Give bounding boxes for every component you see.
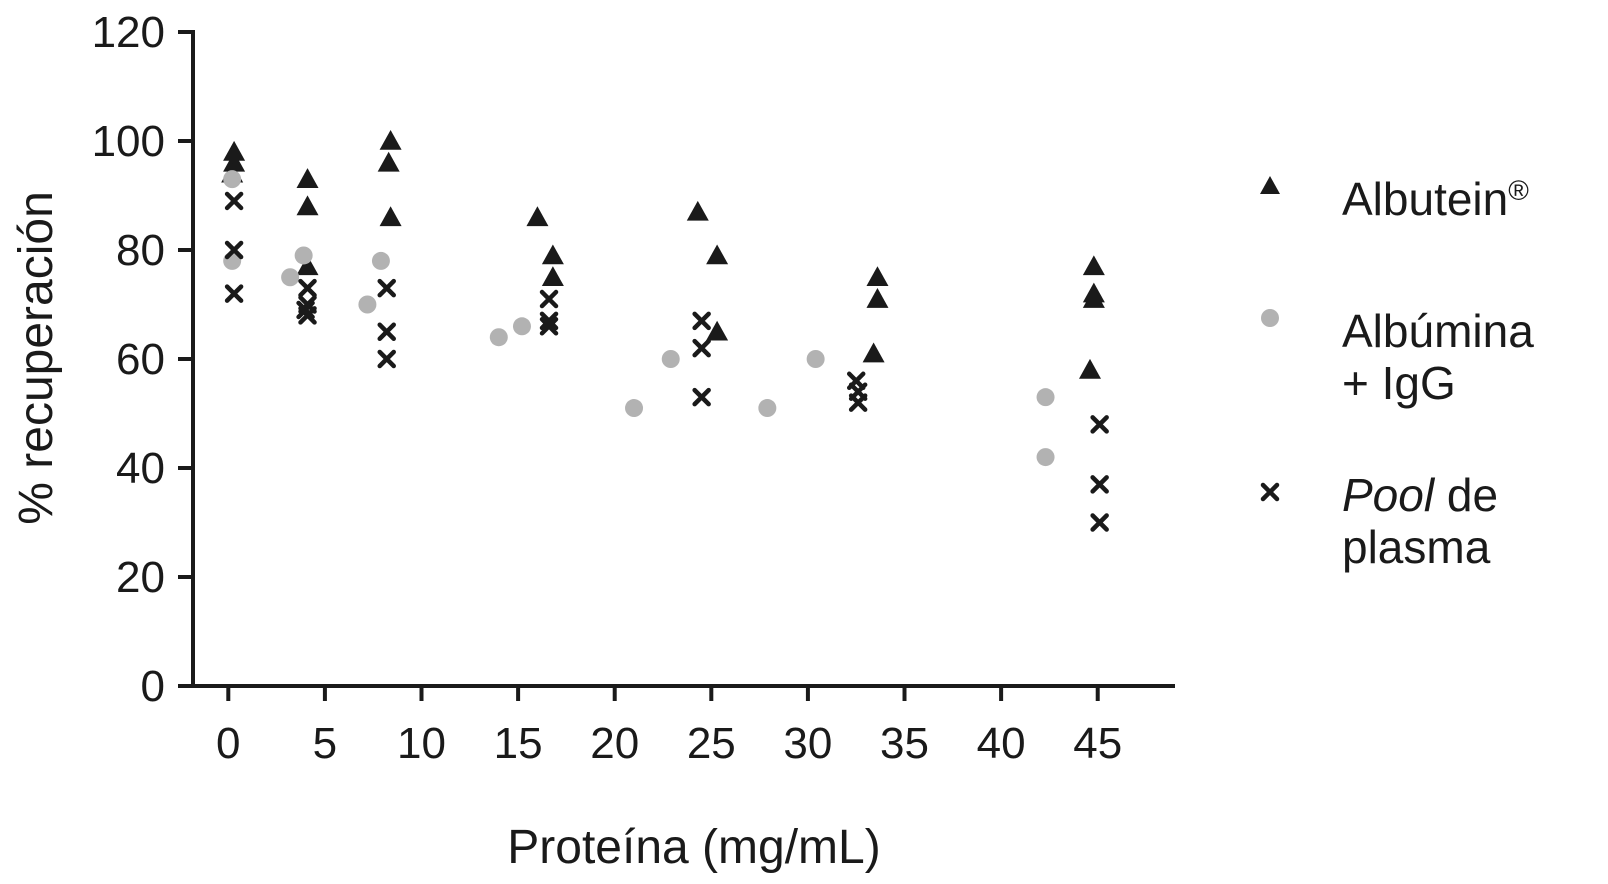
legend-label-pool-italic: Pool — [1342, 469, 1436, 521]
legend-label-pool-line2: plasma — [1342, 521, 1491, 573]
y-tick-label-60: 60 — [116, 335, 165, 384]
albumina-point-5 — [371, 251, 390, 270]
pool-point-15 — [692, 387, 711, 407]
x-tick-label-10: 10 — [397, 719, 446, 768]
legend-marker-albutein — [1260, 176, 1280, 194]
pool-point-12 — [539, 317, 559, 336]
albumina-point-3 — [281, 268, 300, 287]
x-tick-label-20: 20 — [590, 719, 639, 768]
data-points — [221, 130, 1109, 532]
albumina-point-9 — [661, 350, 680, 368]
x-tick-label-0: 0 — [216, 719, 240, 768]
legend-label-albumina: Albúmina — [1342, 305, 1534, 357]
y-tick-label-40: 40 — [116, 444, 165, 493]
albumina-point-2 — [294, 246, 313, 265]
pool-point-21 — [1090, 513, 1109, 532]
legend-label-albumina-line2: + IgG — [1342, 357, 1456, 409]
albumina-point-0 — [223, 170, 242, 189]
legend-label-pool-rest: de — [1434, 469, 1498, 521]
x-tick-label-30: 30 — [783, 719, 832, 768]
y-axis-title: % recuperación — [10, 191, 63, 525]
pool-point-19 — [1090, 415, 1109, 434]
legend-marker-albumina — [1261, 309, 1279, 327]
pool-point-14 — [692, 338, 711, 358]
y-tick-label-20: 20 — [116, 553, 165, 602]
pool-point-20 — [1090, 475, 1109, 494]
albumina-point-4 — [358, 295, 377, 314]
series-albutein — [221, 130, 1105, 379]
albutein-point-3 — [296, 168, 319, 188]
x-tick-label-40: 40 — [977, 719, 1026, 768]
albutein-point-0 — [223, 140, 246, 161]
albutein-point-13 — [706, 244, 729, 265]
albumina-point-6 — [489, 328, 508, 347]
albumina-point-8 — [625, 399, 644, 418]
albutein-point-10 — [541, 244, 564, 265]
pool-point-0 — [224, 191, 244, 211]
albutein-point-5 — [296, 255, 319, 276]
series-pool — [224, 191, 1109, 532]
albutein-point-12 — [686, 200, 709, 221]
albumina-point-12 — [1036, 388, 1055, 407]
y-tick-label-120: 120 — [92, 8, 165, 57]
pool-point-10 — [539, 289, 559, 309]
legend-label-albutein: Albutein® — [1342, 173, 1529, 225]
y-tick-label-0: 0 — [141, 662, 165, 711]
pool-point-8 — [377, 322, 396, 341]
albutein-point-20 — [1082, 288, 1105, 308]
pool-point-18 — [848, 393, 868, 412]
pool-point-9 — [377, 349, 396, 369]
albutein-point-21 — [1078, 358, 1101, 379]
albutein-point-8 — [379, 206, 402, 227]
legend-marker-pool — [1260, 482, 1280, 502]
albutein-point-1 — [223, 151, 246, 172]
pool-point-2 — [224, 284, 244, 303]
albumina-point-11 — [806, 350, 825, 368]
albutein-point-15 — [866, 266, 889, 287]
y-tick-label-100: 100 — [92, 117, 165, 166]
x-tick-label-5: 5 — [313, 719, 337, 768]
x-tick-label-15: 15 — [494, 719, 543, 768]
albumina-point-13 — [1036, 448, 1055, 467]
legend-label-superscript: ® — [1508, 175, 1529, 206]
albumina-point-10 — [758, 399, 777, 418]
pool-point-11 — [539, 311, 559, 331]
pool-point-1 — [224, 240, 244, 260]
albutein-point-17 — [862, 342, 885, 363]
pool-point-3 — [298, 278, 317, 298]
albutein-point-16 — [866, 288, 889, 308]
pool-point-13 — [692, 311, 711, 331]
x-axis-title: Proteína (mg/mL) — [507, 821, 880, 874]
albutein-point-11 — [541, 266, 564, 287]
series-albumina — [223, 170, 1055, 467]
albutein-point-14 — [706, 320, 729, 341]
x-tick-label-45: 45 — [1073, 719, 1122, 768]
albutein-point-6 — [379, 130, 402, 150]
x-tick-label-25: 25 — [687, 719, 736, 768]
pool-point-7 — [377, 278, 396, 298]
axes: 0 20 40 60 80 100 120 0 5 10 15 20 25 30 35 40 45 — [92, 8, 1175, 768]
legend-label-pool: Pool de — [1342, 469, 1498, 521]
albutein-point-18 — [1082, 255, 1105, 276]
y-tick-label-80: 80 — [116, 226, 165, 275]
albumina-point-7 — [512, 317, 531, 336]
albutein-point-9 — [526, 206, 549, 227]
x-tick-label-35: 35 — [880, 719, 929, 768]
pool-point-6 — [298, 306, 317, 325]
albutein-point-4 — [296, 195, 319, 216]
albutein-point-7 — [377, 151, 400, 172]
